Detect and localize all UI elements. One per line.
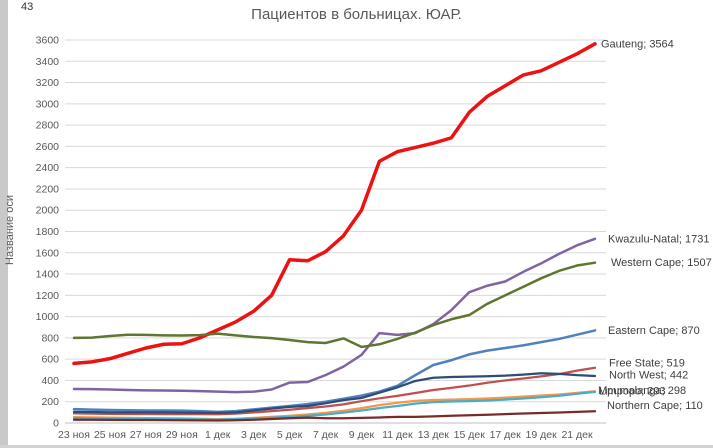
series-label-northern-cape: Northern Cape; 110 [607,400,703,412]
y-tick-label: 2600 [36,141,60,153]
y-tick-label: 1000 [36,311,60,323]
y-tick-label: 400 [41,375,59,387]
y-tick-label: 800 [41,332,59,344]
y-tick-label: 1200 [36,290,60,302]
series-line-western-cape [72,261,597,349]
series-label-limpopo: Limpopo; 293 [599,385,666,397]
series-line-kwazulu-natal [72,237,597,394]
y-tick-label: 3600 [36,35,60,47]
x-tick-label: 23 ноя [58,429,90,441]
series-line-gauteng [72,42,597,366]
series-line-northern-cape [72,410,597,422]
y-tick-label: 2200 [36,183,60,195]
y-tick-label: 2400 [36,162,60,174]
x-tick-label: 29 ноя [166,429,198,441]
y-tick-label: 1800 [36,226,60,238]
series-label-eastern-cape: Eastern Cape; 870 [608,325,700,337]
x-tick-label: 1 дек [205,429,231,441]
x-tick-label: 27 ноя [130,429,162,441]
x-tick-label: 7 дек [313,429,339,441]
spreadsheet-bottom-strip [0,445,713,448]
series-label-kwazulu-natal: Kwazulu-Natal; 1731 [608,233,710,245]
y-tick-label: 2000 [36,205,60,217]
x-tick-label: 15 дек [454,429,486,441]
y-axis-title: Название оси [4,195,16,265]
y-tick-label: 3400 [36,56,60,68]
x-tick-label: 17 дек [490,429,522,441]
y-tick-label: 600 [41,354,59,366]
series-label-mpumalanga: Mpumalanga; 298 [598,385,686,397]
y-tick-label: 1600 [36,247,60,259]
x-tick-label: 3 дек [241,429,267,441]
series-line-eastern-cape [72,329,597,414]
series-line-limpopo [72,390,597,421]
chart-title: Пациентов в больницах. ЮАР. [251,6,462,23]
x-tick-label: 11 дек [382,429,413,441]
series-label-free-state: Free State; 519 [609,357,685,369]
x-tick-label: 25 ноя [94,429,126,441]
series-label-gauteng: Gauteng; 3564 [601,38,674,50]
y-tick-label: 2800 [36,120,60,132]
y-tick-label: 3200 [36,77,60,89]
x-tick-label: 13 дек [418,429,450,441]
x-tick-label: 19 дек [526,429,558,441]
y-tick-label: 1400 [36,269,60,281]
x-tick-label: 9 дек [349,429,375,441]
x-tick-label: 5 дек [277,429,303,441]
series-line-north-west [72,372,597,415]
spreadsheet-edge-strip [0,0,8,448]
y-tick-label: 0 [53,418,59,430]
background-cell-text: 43 [21,1,34,13]
series-label-western-cape: Western Cape; 1507 [611,257,712,269]
y-tick-label: 3000 [36,98,60,110]
series-line-free-state [72,366,597,416]
series-label-north-west: North West; 442 [609,369,688,381]
y-tick-label: 200 [41,396,59,408]
x-tick-label: 21 дек [561,429,593,441]
